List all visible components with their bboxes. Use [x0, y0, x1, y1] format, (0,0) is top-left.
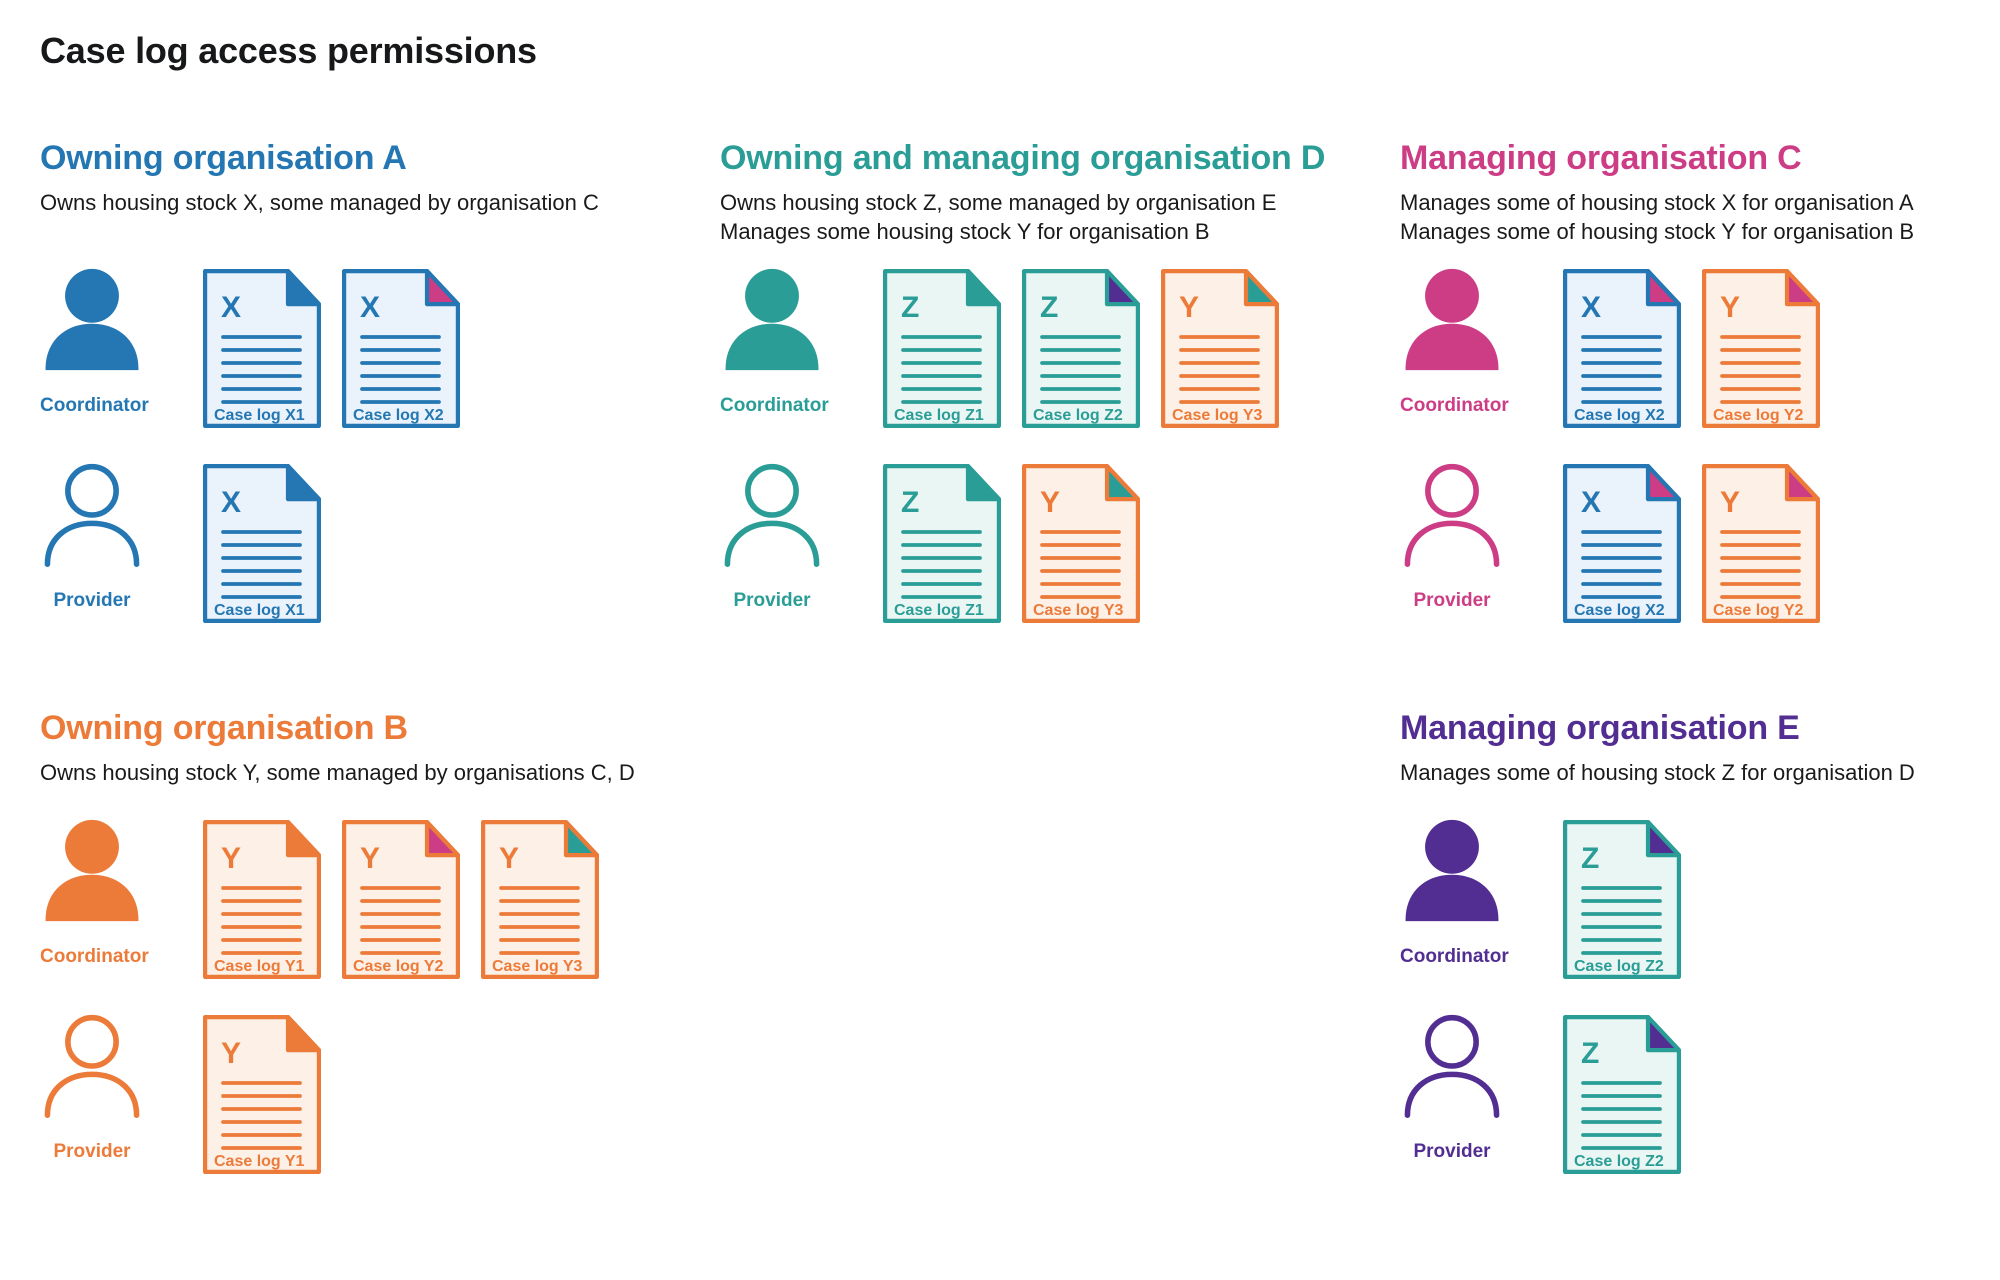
svg-text:Y: Y — [1720, 486, 1740, 519]
svg-text:Case log X1: Case log X1 — [214, 407, 305, 424]
svg-text:Case log Y2: Case log Y2 — [353, 958, 444, 975]
svg-text:Case log Z2: Case log Z2 — [1574, 958, 1664, 975]
svg-text:Case log Y2: Case log Y2 — [1713, 407, 1804, 424]
svg-text:Z: Z — [1040, 291, 1058, 324]
svg-text:Case log X2: Case log X2 — [353, 407, 444, 424]
svg-text:Case log Z2: Case log Z2 — [1574, 1153, 1664, 1170]
svg-text:Y: Y — [221, 1037, 241, 1070]
svg-text:Z: Z — [901, 291, 919, 324]
svg-text:X: X — [221, 291, 241, 324]
svg-text:Case log Y1: Case log Y1 — [214, 1153, 305, 1170]
svg-text:X: X — [360, 291, 380, 324]
svg-text:Case log Y1: Case log Y1 — [214, 958, 305, 975]
svg-text:Case log Y3: Case log Y3 — [1033, 602, 1124, 619]
svg-text:Case log X1: Case log X1 — [214, 602, 305, 619]
svg-text:Z: Z — [901, 486, 919, 519]
svg-text:Y: Y — [1040, 486, 1060, 519]
svg-text:Case log Y2: Case log Y2 — [1713, 602, 1804, 619]
svg-text:Case log X2: Case log X2 — [1574, 602, 1665, 619]
svg-text:Case log Z1: Case log Z1 — [894, 602, 984, 619]
svg-text:Z: Z — [1581, 1037, 1599, 1070]
svg-text:Y: Y — [499, 842, 519, 875]
svg-text:Y: Y — [360, 842, 380, 875]
svg-text:Case log Y3: Case log Y3 — [492, 958, 583, 975]
svg-text:Case log X2: Case log X2 — [1574, 407, 1665, 424]
svg-text:Y: Y — [1720, 291, 1740, 324]
svg-text:Case log Z1: Case log Z1 — [894, 407, 984, 424]
svg-text:Y: Y — [221, 842, 241, 875]
svg-text:Case log Y3: Case log Y3 — [1172, 407, 1263, 424]
svg-text:X: X — [1581, 291, 1601, 324]
svg-text:X: X — [1581, 486, 1601, 519]
svg-text:Y: Y — [1179, 291, 1199, 324]
svg-text:Case log Z2: Case log Z2 — [1033, 407, 1123, 424]
svg-text:X: X — [221, 486, 241, 519]
svg-text:Z: Z — [1581, 842, 1599, 875]
